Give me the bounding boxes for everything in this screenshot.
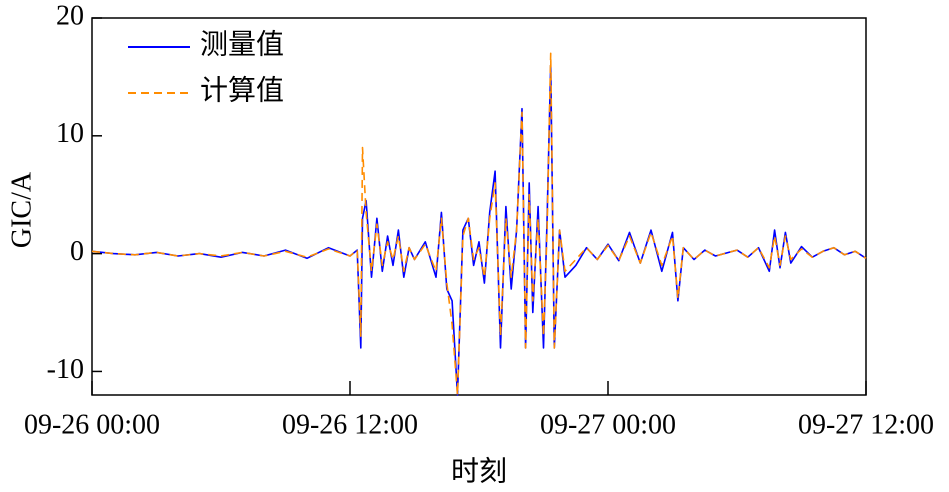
x-tick-label: 09-26 12:00	[282, 409, 418, 440]
x-axis-title: 时刻	[451, 455, 507, 487]
y-tick-label: 10	[56, 118, 84, 149]
legend-label: 计算值	[200, 74, 284, 106]
x-tick-label: 09-26 00:00	[24, 409, 160, 440]
series-line	[91, 64, 867, 396]
series-line	[91, 52, 867, 396]
x-tick-label: 09-27 12:00	[798, 409, 934, 440]
plot-frame	[91, 17, 867, 396]
y-tick-label: 20	[56, 0, 84, 31]
y-axis-title: GIC/A	[6, 171, 37, 248]
y-tick-label: 0	[70, 236, 84, 267]
legend-label: 测量值	[200, 28, 284, 60]
x-tick-label: 09-27 00:00	[540, 409, 676, 440]
y-tick-label: -10	[47, 354, 84, 385]
